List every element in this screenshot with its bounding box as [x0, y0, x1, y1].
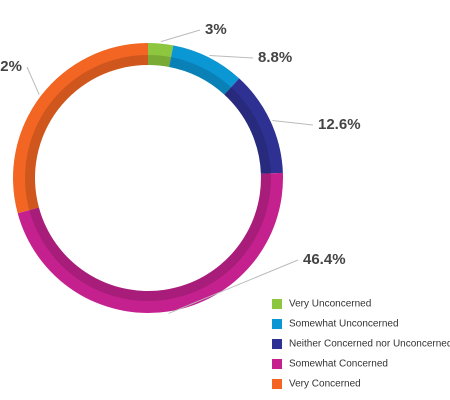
legend-swatch: [272, 299, 282, 309]
legend-swatch: [272, 339, 282, 349]
legend-label: Somewhat Unconcerned: [289, 319, 399, 330]
legend-swatch: [272, 379, 282, 389]
leader-line: [160, 29, 201, 43]
value-label: 8.8%: [258, 49, 292, 66]
legend-swatch: [272, 319, 282, 329]
value-label: 29.2%: [0, 58, 22, 75]
legend-swatch: [272, 359, 282, 369]
leader-line: [209, 55, 254, 59]
value-label: 46.4%: [303, 251, 346, 268]
value-label: 12.6%: [318, 116, 361, 133]
legend-label: Somewhat Concerned: [289, 359, 388, 370]
legend-label: Neither Concerned nor Unconcerned: [289, 339, 450, 350]
inner-shade: [25, 55, 271, 301]
value-label: 3%: [205, 21, 227, 38]
leader-line: [168, 259, 299, 314]
leader-line: [272, 119, 314, 126]
donut-segment: [224, 78, 283, 174]
donut-segment: [169, 45, 240, 95]
donut-segment: [13, 43, 148, 214]
leader-line: [26, 66, 40, 95]
donut-segment: [148, 43, 174, 68]
legend-label: Very Unconcerned: [289, 299, 371, 310]
legend-label: Very Concerned: [289, 379, 361, 390]
donut-segment: [17, 172, 283, 313]
